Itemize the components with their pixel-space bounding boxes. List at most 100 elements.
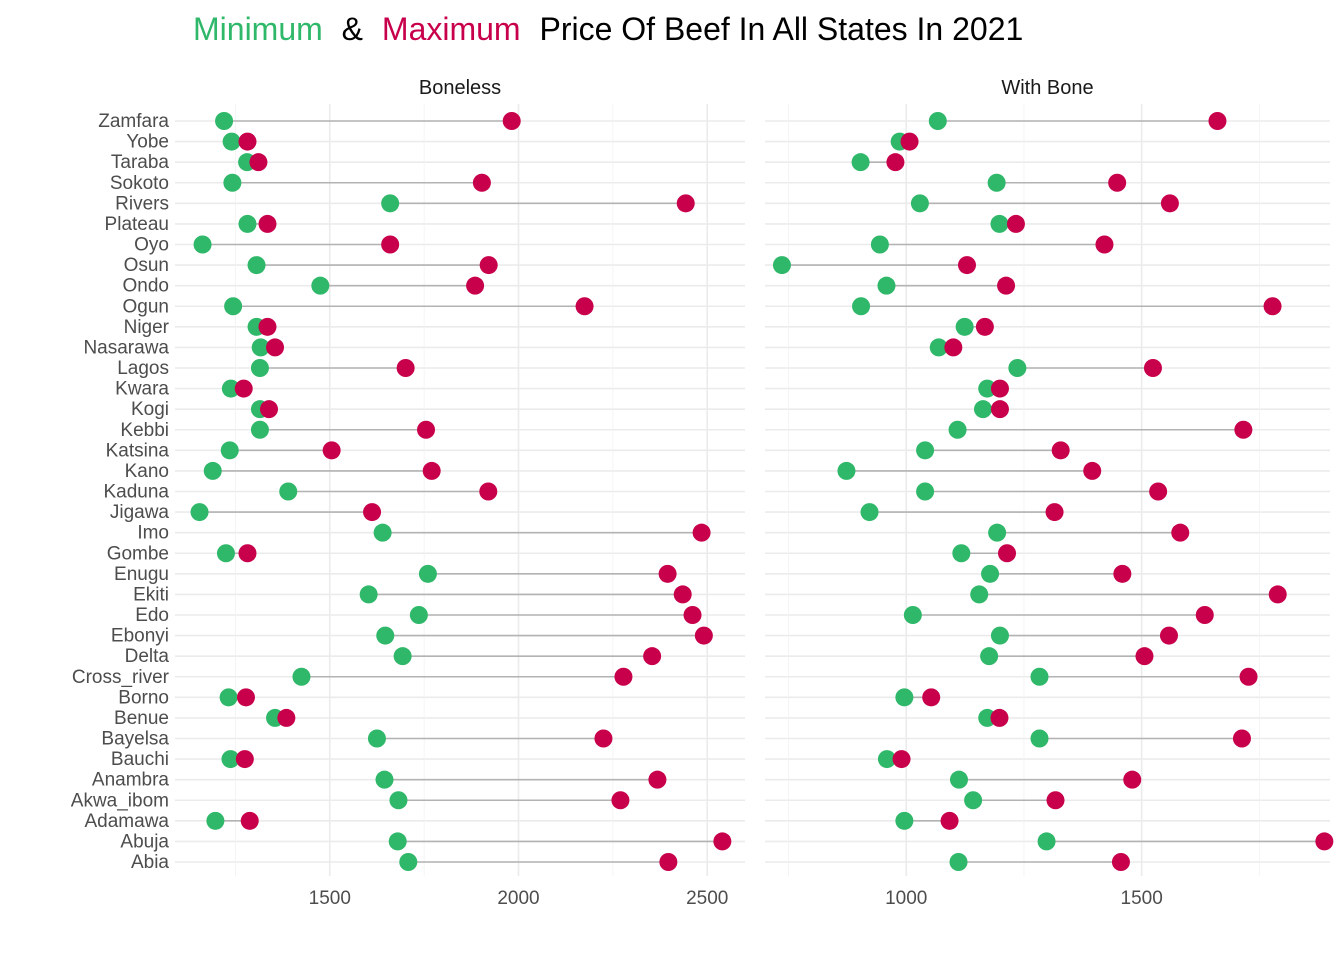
max-point-zamfara [1208,112,1227,130]
max-point-plateau [258,214,277,233]
y-tick-label-plateau: Plateau [105,214,169,235]
max-point-ondo [997,276,1016,295]
min-point-rivers [381,194,400,213]
max-point-abia [659,853,678,871]
max-point-borno [922,688,941,707]
min-point-gombe [952,544,971,563]
min-point-bauchi [221,750,240,769]
max-point-niger [975,317,994,336]
y-tick-label-bauchi: Bauchi [111,749,169,770]
facet-strip-label: Boneless [419,77,501,99]
max-point-ebonyi [1159,626,1178,645]
y-tick-label-ondo: Ondo [123,276,169,297]
title-minimum-word: Minimum [193,11,323,47]
max-point-anambra [1123,770,1142,789]
min-point-ogun [224,297,243,316]
x-tick-label: 1500 [309,888,351,909]
chart-title: Minimum & Maximum Price Of Beef In All S… [193,11,1023,47]
y-tick-label-osun: Osun [124,255,169,276]
max-point-rivers [676,194,695,213]
max-point-yobe [900,132,919,151]
max-point-bayelsa [1232,729,1251,748]
min-point-ekiti [970,585,989,604]
y-tick-label-katsina: Katsina [106,440,170,461]
title-rest: Price Of Beef In All States In 2021 [539,11,1023,47]
max-point-anambra [648,770,667,789]
y-tick-label-benue: Benue [114,708,169,729]
max-point-ekiti [673,585,692,604]
min-point-jigawa [860,503,879,522]
min-point-delta [980,647,999,666]
max-point-kogi [990,400,1009,419]
min-point-enugu [981,564,1000,583]
y-axis-labels: AbiaAbujaAdamawaAkwa_ibomAnambraBauchiBa… [71,111,170,873]
min-point-oyo [870,235,889,254]
min-point-ebonyi [376,626,395,645]
min-point-abia [949,853,968,871]
y-tick-label-zamfara: Zamfara [98,111,169,132]
max-point-katsina [322,441,341,460]
max-point-enugu [658,564,677,583]
min-point-abuja [388,832,407,851]
min-point-kwara [978,379,997,398]
max-point-yobe [238,132,257,151]
x-tick-label: 2500 [686,888,728,909]
max-point-ebonyi [694,626,713,645]
min-point-abia [399,853,418,871]
min-point-bayelsa [1030,729,1049,748]
y-tick-label-edo: Edo [135,605,169,626]
y-tick-label-yobe: Yobe [126,132,169,153]
y-tick-label-abia: Abia [131,852,169,873]
min-point-imo [988,523,1007,542]
min-point-kaduna [279,482,298,501]
y-tick-label-kano: Kano [125,461,169,482]
max-point-bayelsa [594,729,613,748]
min-point-kaduna [916,482,935,501]
max-point-oyo [1095,235,1114,254]
min-point-cross_river [292,667,311,686]
max-point-akwa_ibom [611,791,630,810]
min-point-zamfara [215,112,234,130]
max-point-benue [277,708,296,727]
max-point-abuja [1315,832,1334,851]
min-point-kebbi [250,420,269,439]
min-point-cross_river [1030,667,1049,686]
min-point-enugu [418,564,437,583]
y-tick-label-lagos: Lagos [117,358,169,379]
y-tick-label-adamawa: Adamawa [85,811,170,832]
y-tick-label-borno: Borno [118,687,169,708]
min-point-kano [203,461,222,480]
min-point-oyo [193,235,212,254]
max-point-bauchi [235,750,254,769]
x-tick-label: 2000 [497,888,539,909]
y-tick-label-sokoto: Sokoto [110,173,169,194]
max-point-ondo [466,276,485,295]
max-point-imo [692,523,711,542]
min-point-osun [247,256,266,275]
min-point-borno [219,688,238,707]
y-tick-label-akwa_ibom: Akwa_ibom [71,790,169,811]
min-point-anambra [949,770,968,789]
max-point-kaduna [479,482,498,501]
min-point-rivers [910,194,929,213]
min-point-delta [393,647,412,666]
min-point-osun [772,256,791,275]
min-point-borno [895,688,914,707]
max-point-cross_river [614,667,633,686]
min-point-abuja [1037,832,1056,851]
max-point-ogun [575,297,594,316]
min-point-ebonyi [990,626,1009,645]
panel-boneless: Boneless 1500 2000 2500 [175,77,745,909]
max-point-cross_river [1239,667,1258,686]
max-point-sokoto [472,173,491,192]
max-point-adamawa [240,811,259,830]
min-point-bauchi [877,750,896,769]
max-point-kano [422,461,441,480]
min-point-adamawa [206,811,225,830]
y-tick-label-abuja: Abuja [120,831,169,852]
facet-panels: Boneless 1500 2000 2500 With Bone 1000 1500 [175,77,1334,909]
facet-strip-label: With Bone [1001,77,1093,99]
y-tick-label-jigawa: Jigawa [110,502,170,523]
max-point-taraba [886,153,905,172]
